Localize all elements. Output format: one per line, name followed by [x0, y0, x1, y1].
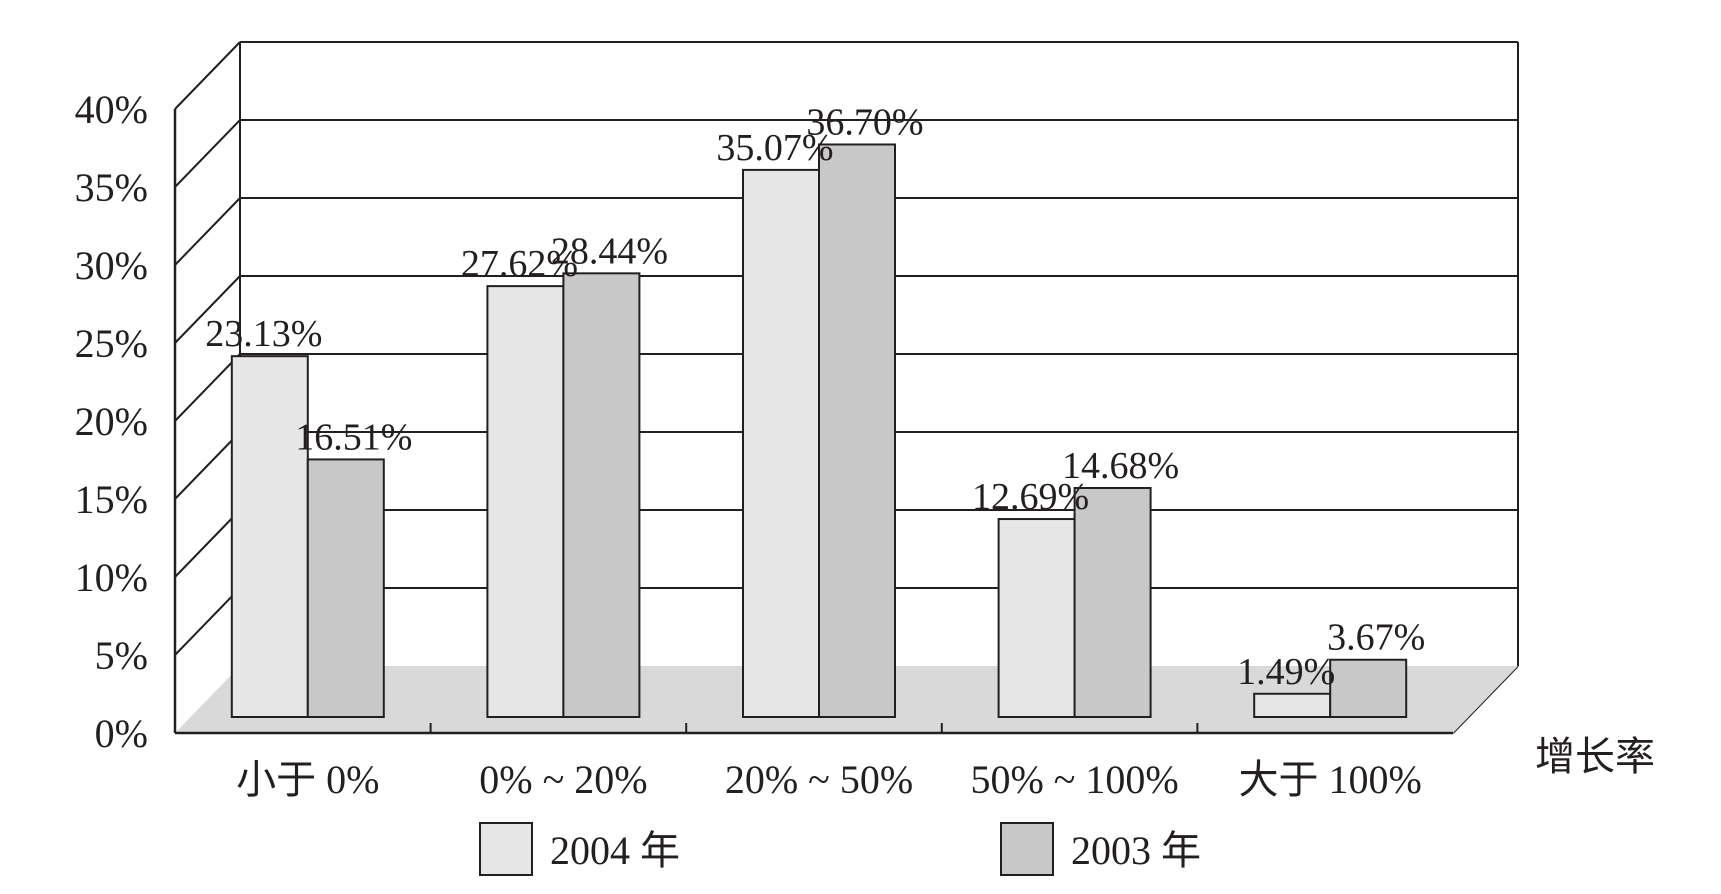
bar-2004 [486, 285, 565, 718]
bars [230, 143, 1408, 719]
data-label: 12.69% [972, 476, 1089, 518]
data-label: 14.68% [1062, 445, 1179, 487]
data-label: 1.49% [1237, 651, 1335, 693]
legend-swatch-2003 [1000, 822, 1054, 876]
legend-label-2004: 2004 年 [550, 828, 680, 873]
gridline-side [174, 41, 241, 110]
data-label: 23.13% [205, 313, 322, 355]
y-tick-label: 5% [95, 633, 148, 678]
x-axis: 小于 0% 0% ~ 20% 20% ~ 50% 50% ~ 100% 大于 100% [175, 723, 1453, 802]
y-axis: 0% 5% 10% 15% 20% 25% 30% 35% 40% [75, 87, 177, 756]
data-labels: 23.13% 16.51% 27.62%28.44% 35.07%36.70% 12.6… [205, 101, 1425, 692]
x-category-label: 大于 100% [1239, 757, 1422, 802]
bar-2003 [1329, 658, 1408, 718]
bar-2003 [1073, 486, 1152, 718]
data-label: 3.67% [1327, 617, 1425, 659]
data-label: 36.70% [806, 101, 923, 143]
bar-2004 [742, 168, 820, 718]
y-tick-label: 40% [75, 87, 148, 132]
y-tick-label: 25% [75, 321, 148, 366]
legend-label-2003: 2003 年 [1071, 828, 1201, 873]
y-tick-label: 10% [75, 555, 148, 600]
data-label: 35.07% [716, 127, 833, 169]
bar-2004 [230, 355, 309, 718]
bar-2003 [818, 143, 896, 719]
gridline-side [174, 431, 241, 500]
bar-2003 [306, 458, 385, 718]
gridline-side [174, 119, 241, 188]
x-category-label: 小于 0% [236, 757, 379, 802]
data-label: 27.62% [461, 243, 578, 285]
gridline-side [174, 275, 241, 344]
y-tick-label: 35% [75, 165, 148, 210]
bar-2004 [997, 518, 1076, 719]
x-category-label: 50% ~ 100% [970, 757, 1178, 802]
gridline-side [174, 197, 241, 266]
gridline-side [174, 509, 241, 578]
bar-2003 [562, 272, 641, 718]
x-category-label: 0% ~ 20% [479, 757, 647, 802]
y-tick-label: 30% [75, 243, 148, 288]
y-tick-label: 15% [75, 477, 148, 522]
gridline-side [174, 587, 241, 656]
legend-swatch-2004 [479, 822, 533, 876]
data-label: 28.44% [551, 230, 668, 272]
gridline-side [174, 353, 241, 422]
x-category-label: 20% ~ 50% [725, 757, 913, 802]
legend: 2004 年 2003 年 [479, 822, 1201, 876]
data-label: 16.51% [295, 416, 412, 458]
bar-2004 [1253, 692, 1332, 718]
y-tick-label: 0% [95, 711, 148, 756]
y-tick-label: 20% [75, 399, 148, 444]
x-axis-title: 增长率 [1535, 734, 1655, 779]
